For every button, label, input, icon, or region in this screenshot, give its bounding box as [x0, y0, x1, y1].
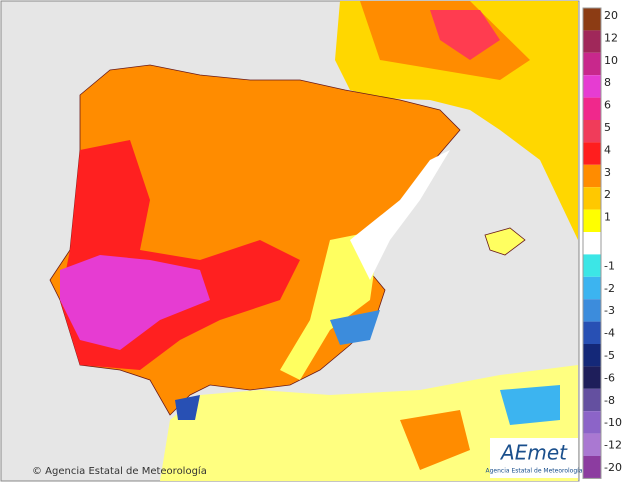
legend-swatch	[583, 8, 601, 31]
legend-swatch	[583, 321, 601, 344]
legend-swatch	[583, 254, 601, 277]
logo-box	[490, 438, 578, 478]
legend-label: 5	[604, 121, 611, 134]
legend-swatch	[583, 164, 601, 188]
legend-label: -3	[604, 304, 615, 317]
region	[500, 385, 560, 425]
legend-label: 20	[604, 9, 618, 22]
land	[430, 10, 500, 60]
region	[280, 230, 380, 380]
region	[60, 255, 210, 350]
legend-label: -5	[604, 349, 615, 362]
legend-label: -4	[604, 327, 615, 340]
legend-label: -8	[604, 394, 615, 407]
legend-swatch	[583, 52, 601, 76]
legend-swatch	[583, 209, 601, 232]
legend-label: 3	[604, 166, 611, 179]
legend-label: -12	[604, 439, 622, 452]
legend-label: -6	[604, 371, 615, 384]
legend-label: -2	[604, 282, 615, 295]
legend-swatch	[583, 344, 601, 367]
legend-label: 8	[604, 76, 611, 89]
legend-label: 10	[604, 54, 618, 67]
legend-swatch	[583, 366, 601, 389]
legend-label: 12	[604, 31, 618, 44]
logo-subtitle: Agencia Estatal de Meteorología	[486, 468, 583, 475]
legend-swatch	[583, 75, 601, 98]
legend-label: -20	[604, 461, 622, 474]
island	[484, 227, 526, 256]
logo-name: AEmet	[499, 441, 568, 465]
legend-label: 6	[604, 99, 611, 112]
legend-swatch	[583, 30, 601, 53]
copyright: © Agencia Estatal de Meteorología	[32, 465, 207, 477]
legend-swatch	[583, 456, 601, 479]
legend-frame	[582, 7, 602, 479]
legend-label: 1	[604, 211, 611, 224]
legend: 20 12 10 8 6 5 4 3 2 1 -1 -2 -3 -4 -5 -6 -8 -10 -12 -20	[582, 7, 622, 479]
legend-swatch	[583, 388, 601, 412]
legend-label: 2	[604, 188, 611, 201]
legend-swatch	[583, 433, 601, 456]
region	[400, 410, 470, 470]
legend-swatch	[583, 411, 601, 434]
legend-swatch	[583, 299, 601, 322]
region	[350, 150, 450, 280]
region	[330, 310, 380, 345]
legend-swatch	[583, 97, 601, 120]
legend-label: -1	[604, 259, 615, 272]
legend-label: -10	[604, 416, 622, 429]
legend-swatch	[583, 276, 601, 300]
region	[175, 395, 200, 420]
legend-swatch	[583, 120, 601, 143]
legend-label: 4	[604, 143, 611, 156]
legend-swatch	[583, 187, 601, 210]
land	[160, 365, 578, 481]
legend-swatch	[583, 142, 601, 165]
